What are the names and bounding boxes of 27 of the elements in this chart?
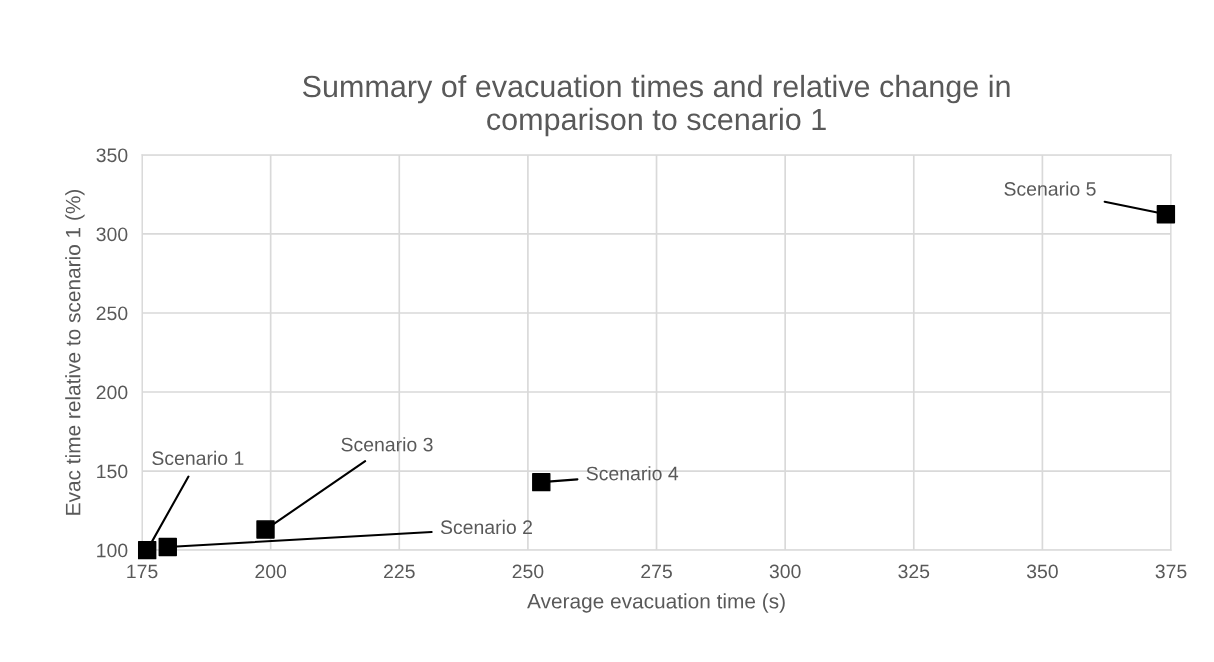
point (1156, 204, 1176, 224)
chart-title: Summary of evacuation times and relative change in comparison to scenario 1 (302, 74, 1010, 137)
y-tick-label: 300 (96, 227, 128, 242)
x-tick-label: 175 (127, 564, 158, 579)
x-tick-label: 375 (1155, 564, 1187, 579)
y-tick-label: 250 (96, 306, 128, 321)
x-tick-label: 225 (384, 564, 415, 579)
point (256, 520, 275, 539)
x-tick-label: 350 (1026, 564, 1058, 579)
x-tick-label: 275 (641, 564, 672, 579)
annotation: Scenario 1 (152, 450, 244, 466)
x-tick-label: 200 (255, 564, 287, 579)
annotation: Scenario 3 (341, 437, 433, 452)
x-axis-title: Average evacuation time (s) (527, 593, 785, 613)
y-tick-label: 150 (97, 464, 128, 479)
y-tick-label: 350 (96, 148, 128, 163)
x-tick-label: 325 (898, 564, 930, 579)
annotation: Scenario 2 (440, 519, 532, 535)
point (158, 537, 177, 557)
y-tick-label: 100 (97, 543, 128, 558)
x-tick-label: 250 (512, 564, 544, 579)
y-tick-label: 200 (96, 385, 128, 400)
y-axis-title: Evac time relative to scenario 1 (%) (65, 189, 85, 515)
annotation: Scenario 5 (1004, 181, 1096, 196)
x-tick-label: 300 (769, 564, 801, 579)
point (532, 472, 551, 492)
annotation: Scenario 4 (586, 466, 679, 481)
